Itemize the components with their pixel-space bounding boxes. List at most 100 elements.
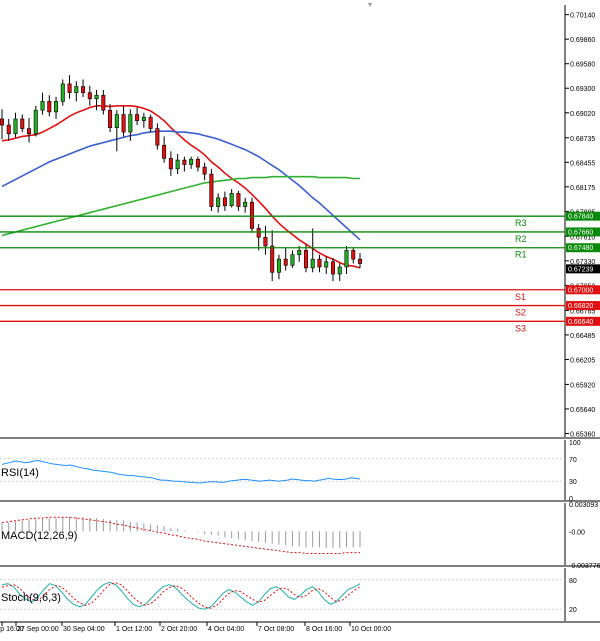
rsi-name: RSI(14)	[1, 467, 39, 479]
candle-body	[297, 250, 302, 256]
level-name-r1: R1	[515, 250, 527, 260]
candle	[290, 250, 295, 268]
candle-body	[324, 261, 329, 268]
level-price-box	[566, 227, 600, 237]
candle	[40, 92, 45, 115]
candle	[209, 168, 214, 211]
price-tick-label: 0.65920	[570, 382, 595, 389]
candle-body	[67, 83, 72, 93]
candle-body	[148, 116, 153, 129]
candle-body	[0, 118, 5, 126]
level-price-box	[566, 301, 600, 311]
candle	[189, 156, 194, 169]
candle-body	[290, 254, 295, 266]
time-tick-label: 30 Sep 04:00	[63, 626, 105, 633]
rsi-tick-label: 100	[569, 440, 581, 447]
level-price-label: 0.67840	[568, 214, 593, 221]
candle-body	[337, 266, 342, 275]
level-price-box	[566, 211, 600, 221]
price-tick-label: 0.66765	[570, 308, 595, 315]
candle-body	[155, 128, 160, 146]
candle-body	[6, 124, 11, 135]
level-price-box	[566, 285, 600, 295]
candle	[108, 104, 113, 133]
candle	[263, 225, 268, 255]
macd-tick-label: -0.003776	[569, 563, 600, 570]
candle-body	[54, 101, 59, 113]
candle-body	[60, 83, 65, 102]
candle	[141, 112, 146, 128]
time-tick-label: 10 Oct 00:00	[351, 626, 391, 633]
stoch-panel: 80 20 Stoch(9,6,3)	[0, 568, 600, 623]
price-tick-label: 0.68455	[570, 160, 595, 167]
candle	[60, 79, 65, 106]
time-tick-label: 4 Oct 04:00	[208, 626, 244, 633]
candle	[168, 151, 173, 176]
candle-body	[351, 250, 356, 260]
candle	[222, 191, 227, 211]
candle	[33, 105, 38, 137]
candle	[135, 107, 140, 126]
candle-body	[283, 258, 288, 266]
candle	[47, 95, 52, 117]
candle-body	[256, 228, 261, 238]
price-tick-label: 0.66485	[570, 333, 595, 340]
candle	[317, 254, 322, 273]
macd-tick-label: 0.003093	[569, 502, 598, 509]
current-price-box	[566, 264, 600, 274]
candle-body	[141, 116, 146, 121]
level-name-r3: R3	[515, 218, 527, 228]
candle-body	[310, 258, 315, 269]
candle-body	[263, 236, 268, 247]
rsi-line	[1, 459, 361, 484]
time-tick-label: 27 Sep 00:00	[17, 626, 59, 633]
candle	[114, 110, 119, 152]
stoch-main-line	[1, 581, 361, 610]
candle	[27, 118, 32, 143]
level-name-r2: R2	[515, 234, 527, 244]
candle	[249, 197, 254, 233]
level-price-label: 0.67660	[568, 229, 593, 236]
candle	[324, 256, 329, 275]
candle	[256, 224, 261, 251]
candle-body	[276, 258, 281, 273]
level-price-label: 0.67000	[568, 287, 593, 294]
level-price-box	[566, 243, 600, 253]
candle-body	[135, 114, 140, 121]
candle-body	[101, 94, 106, 111]
candle	[162, 136, 167, 163]
level-name-s2: S2	[515, 308, 526, 318]
candle	[13, 112, 18, 138]
price-tick-label: 0.69580	[570, 62, 595, 69]
candle	[101, 89, 106, 115]
candle	[270, 230, 275, 282]
macd-panel: 0.003093 -0.00 -0.003776 MACD(12,26,9)	[0, 502, 600, 570]
candle	[229, 189, 234, 208]
shift-marker-icon	[368, 3, 372, 7]
candle-body	[13, 118, 18, 135]
level-price-box	[566, 316, 600, 326]
candle	[216, 193, 221, 213]
candle	[6, 118, 11, 141]
candle	[243, 197, 248, 213]
candle-body	[249, 201, 254, 229]
candle-body	[222, 197, 227, 206]
candle-body	[40, 101, 45, 111]
price-tick-label: 0.69020	[570, 111, 595, 118]
macd-signal-line	[1, 516, 360, 554]
candle	[87, 85, 92, 106]
candle-body	[330, 261, 335, 275]
candle	[337, 263, 342, 282]
candle	[344, 245, 349, 275]
price-tick-label: 0.65640	[570, 407, 595, 414]
candle	[276, 254, 281, 280]
price-tick-label: 0.69860	[570, 37, 595, 44]
candle-body	[229, 193, 234, 206]
stoch-tick-label: 80	[569, 578, 577, 585]
candle	[155, 123, 160, 150]
candle	[303, 244, 308, 273]
macd-tick-label: -0.00	[569, 529, 585, 536]
price-tick-label: 0.67610	[570, 234, 595, 241]
